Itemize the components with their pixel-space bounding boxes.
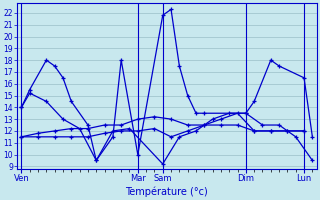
X-axis label: Température (°c): Température (°c) (125, 186, 208, 197)
